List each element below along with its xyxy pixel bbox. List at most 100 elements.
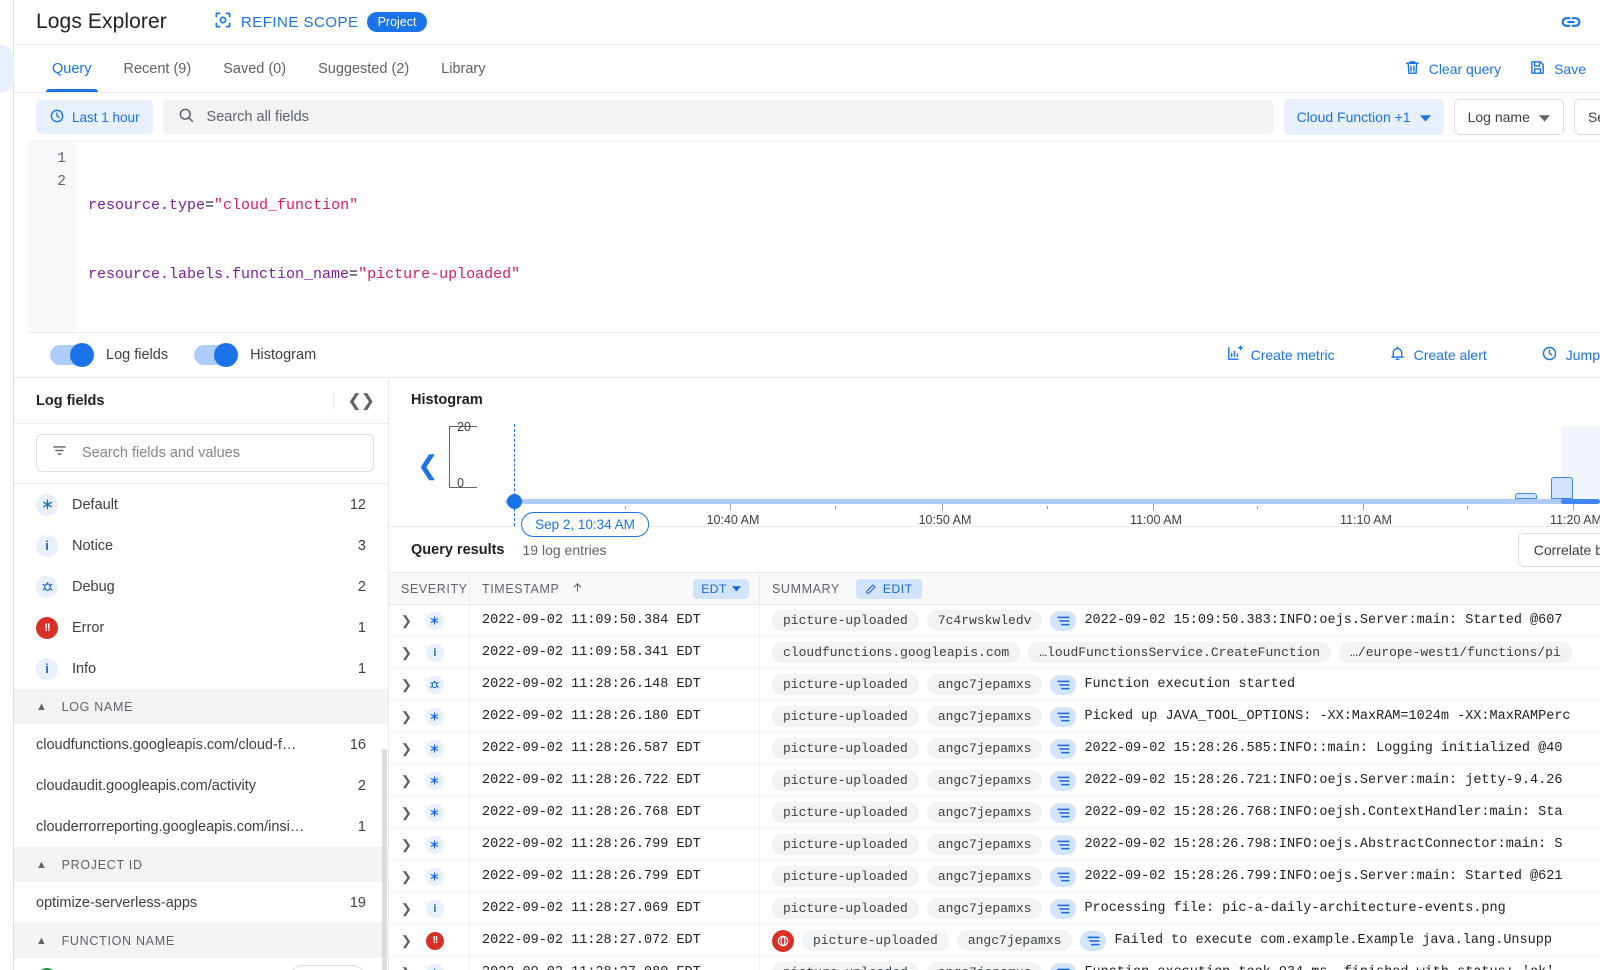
expand-row-icon[interactable]: ❯ bbox=[401, 613, 412, 628]
edit-summary-button[interactable]: EDIT bbox=[855, 578, 922, 599]
summary-pill[interactable]: …/europe-west1/functions/pi bbox=[1339, 642, 1572, 663]
sidebar-scrollbar[interactable] bbox=[382, 749, 387, 970]
summary-pill[interactable]: picture-uploaded bbox=[772, 962, 919, 970]
summary-pill[interactable]: picture-uploaded bbox=[802, 930, 949, 951]
log-fields-switch[interactable] bbox=[50, 343, 94, 367]
table-row[interactable]: ❯ i 2022-09-02 11:28:27.069 EDT picture-upl… bbox=[389, 892, 1600, 925]
fields-search-box[interactable] bbox=[36, 434, 374, 472]
summary-pill[interactable]: angc7jepamxs bbox=[926, 770, 1043, 791]
summary-pill[interactable]: …loudFunctionsService.CreateFunction bbox=[1028, 642, 1332, 663]
summary-expand-icon[interactable] bbox=[1050, 898, 1077, 919]
table-row[interactable]: ❯ 2022-09-02 11:28:26.180 EDT picture-uplo… bbox=[389, 700, 1600, 733]
timezone-selector[interactable]: EDT bbox=[693, 578, 749, 599]
sidebar-value-row[interactable]: optimize-serverless-apps 19 bbox=[14, 882, 388, 923]
summary-expand-icon[interactable] bbox=[1050, 770, 1077, 791]
summary-expand-icon[interactable] bbox=[1080, 930, 1107, 951]
summary-pill[interactable]: angc7jepamxs bbox=[956, 930, 1073, 951]
summary-pill[interactable]: picture-uploaded bbox=[772, 834, 919, 855]
summary-pill[interactable]: picture-uploaded bbox=[772, 866, 919, 887]
summary-expand-icon[interactable] bbox=[1050, 962, 1077, 970]
search-input[interactable] bbox=[204, 108, 1260, 126]
nav-rail-active-item[interactable] bbox=[0, 45, 14, 93]
summary-expand-icon[interactable] bbox=[1050, 674, 1077, 695]
summary-pill[interactable]: picture-uploaded bbox=[772, 610, 919, 631]
summary-pill[interactable]: picture-uploaded bbox=[772, 706, 919, 727]
expand-row-icon[interactable]: ❯ bbox=[401, 645, 412, 660]
summary-pill[interactable]: angc7jepamxs bbox=[926, 898, 1043, 919]
sidebar-section-project-id[interactable]: ▲ PROJECT ID bbox=[14, 847, 388, 882]
table-row[interactable]: ❯ 2022-09-02 11:28:26.799 EDT picture-uplo… bbox=[389, 828, 1600, 861]
arrow-up-icon[interactable] bbox=[571, 581, 584, 597]
clear-filter-button[interactable]: Clear ✕ bbox=[289, 965, 366, 970]
table-row[interactable]: ❯ 2022-09-02 11:28:26.768 EDT picture-uplo… bbox=[389, 796, 1600, 829]
histogram-plot-area[interactable]: Sep 2, 10:34 AM 10:40 AM 10:50 AM 11:00 … bbox=[505, 414, 1600, 537]
table-row[interactable]: ❯ 2022-09-02 11:09:50.384 EDT picture-uplo… bbox=[389, 604, 1600, 637]
correlate-by-button[interactable]: Correlate by bbox=[1517, 532, 1600, 567]
editor-code-area[interactable]: resource.type="cloud_function" resource.… bbox=[76, 142, 1600, 332]
sidebar-severity-debug[interactable]: Debug 2 bbox=[14, 566, 388, 607]
chevron-left-icon[interactable]: ❮ bbox=[417, 450, 439, 480]
table-row[interactable]: ❯ i 2022-09-02 11:09:58.341 EDT cloudfuncti… bbox=[389, 636, 1600, 669]
sidebar-value-row[interactable]: cloudfunctions.googleapis.com/cloud-f… 1… bbox=[14, 724, 388, 765]
summary-pill[interactable]: angc7jepamxs bbox=[926, 866, 1043, 887]
sidebar-value-row-selected[interactable]: picture-uploaded Clear ✕ bbox=[14, 958, 388, 970]
expand-row-icon[interactable]: ❯ bbox=[401, 741, 412, 756]
search-all-fields-box[interactable] bbox=[162, 100, 1274, 134]
sidebar-severity-default[interactable]: Default 12 bbox=[14, 484, 388, 525]
summary-expand-icon[interactable] bbox=[1050, 834, 1077, 855]
sidebar-severity-info[interactable]: i Info 1 bbox=[14, 648, 388, 689]
tab-suggested[interactable]: Suggested (2) bbox=[302, 45, 425, 92]
sidebar-severity-notice[interactable]: i Notice 3 bbox=[14, 525, 388, 566]
summary-expand-icon[interactable] bbox=[1050, 866, 1077, 887]
summary-pill[interactable]: picture-uploaded bbox=[772, 674, 919, 695]
expand-row-icon[interactable]: ❯ bbox=[401, 869, 412, 884]
toggle-histogram[interactable]: Histogram bbox=[194, 343, 316, 367]
filter-resource-type[interactable]: Cloud Function +1 bbox=[1283, 99, 1444, 135]
save-button[interactable]: Save bbox=[1515, 45, 1600, 92]
expand-row-icon[interactable]: ❯ bbox=[401, 837, 412, 852]
summary-pill[interactable]: picture-uploaded bbox=[772, 802, 919, 823]
summary-pill[interactable]: picture-uploaded bbox=[772, 770, 919, 791]
code-brackets-icon[interactable]: ❮❯ bbox=[332, 392, 375, 409]
tab-library[interactable]: Library bbox=[425, 45, 501, 92]
scope-chip[interactable]: Project bbox=[366, 11, 428, 33]
summary-pill[interactable]: 7c4rwskwledv bbox=[926, 610, 1043, 631]
sidebar-section-function-name[interactable]: ▲ FUNCTION NAME bbox=[14, 923, 388, 958]
summary-pill[interactable]: angc7jepamxs bbox=[926, 706, 1043, 727]
refine-scope-button[interactable]: REFINE SCOPE Project bbox=[213, 10, 428, 35]
filter-log-name[interactable]: Log name bbox=[1453, 99, 1564, 135]
summary-expand-icon[interactable] bbox=[1050, 706, 1077, 727]
sidebar-value-row[interactable]: cloudaudit.googleapis.com/activity 2 bbox=[14, 765, 388, 806]
expand-row-icon[interactable]: ❯ bbox=[401, 933, 412, 948]
query-editor[interactable]: 1 2 resource.type="cloud_function" resou… bbox=[28, 141, 1600, 333]
histogram-switch[interactable] bbox=[194, 343, 239, 367]
summary-pill[interactable]: angc7jepamxs bbox=[926, 738, 1043, 759]
expand-row-icon[interactable]: ❯ bbox=[401, 709, 412, 724]
share-link-icon[interactable] bbox=[1558, 9, 1584, 35]
expand-row-icon[interactable]: ❯ bbox=[401, 677, 412, 692]
table-row[interactable]: ❯ 2022-09-02 11:28:26.148 EDT picture-uplo… bbox=[389, 668, 1600, 701]
fields-search-input[interactable] bbox=[80, 444, 359, 462]
clear-query-button[interactable]: Clear query bbox=[1390, 45, 1515, 92]
expand-row-icon[interactable]: ❯ bbox=[401, 773, 412, 788]
summary-expand-icon[interactable] bbox=[1050, 738, 1077, 759]
sidebar-section-log-name[interactable]: ▲ LOG NAME bbox=[14, 689, 388, 724]
summary-expand-icon[interactable] bbox=[1050, 610, 1077, 631]
histogram-bar[interactable] bbox=[1551, 477, 1573, 499]
summary-pill[interactable]: picture-uploaded bbox=[772, 898, 919, 919]
filter-severity[interactable]: Sev bbox=[1573, 99, 1600, 135]
tab-query[interactable]: Query bbox=[36, 45, 108, 92]
summary-pill[interactable]: picture-uploaded bbox=[772, 738, 919, 759]
jump-to-time-button[interactable]: Jump bbox=[1527, 345, 1600, 365]
expand-row-icon[interactable]: ❯ bbox=[401, 966, 412, 970]
sidebar-severity-error[interactable]: !! Error 1 bbox=[14, 607, 388, 648]
table-row[interactable]: ❯ 2022-09-02 11:28:26.587 EDT picture-uplo… bbox=[389, 732, 1600, 765]
tab-recent[interactable]: Recent (9) bbox=[108, 45, 208, 92]
create-alert-button[interactable]: Create alert bbox=[1375, 345, 1501, 365]
sidebar-value-row[interactable]: clouderrorreporting.googleapis.com/insi…… bbox=[14, 806, 388, 847]
create-metric-button[interactable]: Create metric bbox=[1212, 345, 1349, 365]
toggle-log-fields[interactable]: Log fields bbox=[50, 343, 168, 367]
column-header-severity[interactable]: SEVERITY bbox=[401, 581, 468, 596]
summary-pill[interactable]: cloudfunctions.googleapis.com bbox=[772, 642, 1021, 663]
histogram-cursor-dot[interactable] bbox=[507, 494, 522, 509]
